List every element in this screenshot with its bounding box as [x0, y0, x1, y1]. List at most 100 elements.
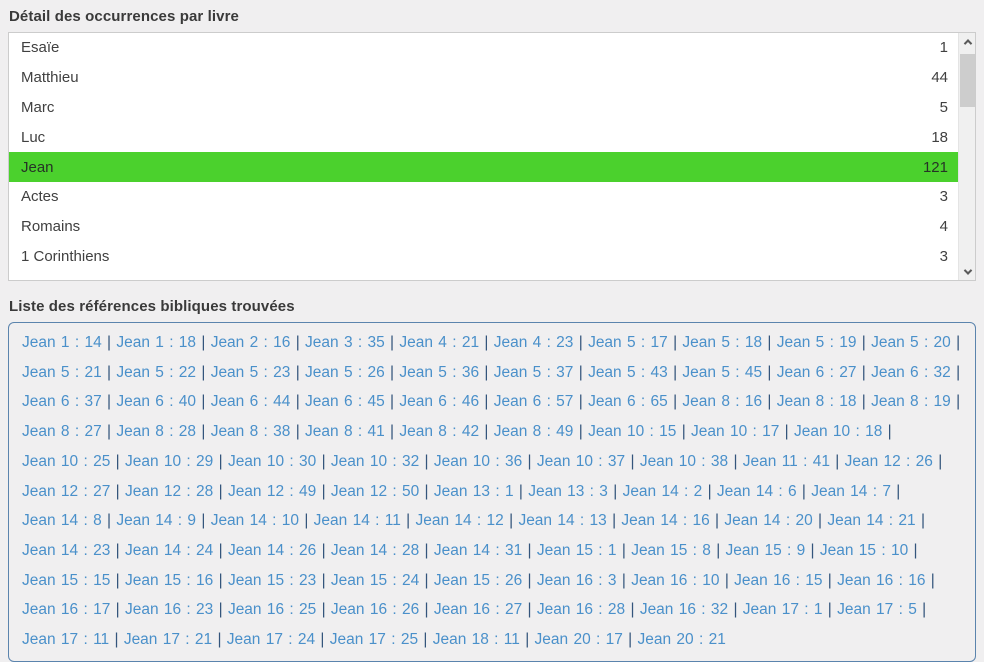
- bible-ref-link[interactable]: Jean 6 : 40: [116, 393, 197, 411]
- bible-ref-link[interactable]: Jean 12 : 50: [330, 482, 420, 500]
- bible-ref-link[interactable]: Jean 17 : 24: [226, 631, 316, 649]
- bible-ref-link[interactable]: Jean 5 : 43: [588, 363, 668, 381]
- bible-ref-link[interactable]: Jean 12 : 26: [844, 452, 933, 470]
- bible-ref-link[interactable]: Jean 5 : 45: [682, 363, 763, 381]
- bible-ref-link[interactable]: Jean 15 : 26: [433, 571, 523, 589]
- bible-ref-link[interactable]: Jean 13 : 3: [528, 482, 608, 500]
- bible-ref-link[interactable]: Jean 5 : 37: [493, 363, 574, 381]
- book-row[interactable]: Matthieu 44: [9, 63, 958, 93]
- bible-ref-link[interactable]: Jean 14 : 26: [227, 541, 317, 559]
- bible-ref-link[interactable]: Jean 12 : 49: [227, 482, 317, 500]
- bible-ref-link[interactable]: Jean 8 : 27: [22, 423, 102, 441]
- bible-ref-link[interactable]: Jean 14 : 28: [330, 541, 420, 559]
- bible-ref-link[interactable]: Jean 14 : 11: [313, 512, 401, 530]
- book-row[interactable]: Luc 18: [9, 122, 958, 152]
- bible-ref-link[interactable]: Jean 12 : 27: [22, 482, 111, 500]
- bible-ref-link[interactable]: Jean 16 : 3: [536, 571, 617, 589]
- bible-ref-link[interactable]: Jean 8 : 19: [871, 393, 951, 411]
- bible-ref-link[interactable]: Jean 14 : 21: [827, 512, 916, 530]
- bible-ref-link[interactable]: Jean 15 : 8: [631, 541, 711, 559]
- bible-ref-link[interactable]: Jean 15 : 1: [536, 541, 617, 559]
- bible-ref-link[interactable]: Jean 5 : 36: [399, 363, 480, 381]
- book-row[interactable]: Jean 121: [9, 152, 958, 182]
- bible-ref-link[interactable]: Jean 5 : 23: [210, 363, 291, 381]
- bible-ref-link[interactable]: Jean 10 : 32: [330, 452, 420, 470]
- scrollbar-up-button[interactable]: [959, 33, 975, 50]
- bible-ref-link[interactable]: Jean 6 : 37: [22, 393, 102, 411]
- bible-ref-link[interactable]: Jean 12 : 28: [124, 482, 214, 500]
- bible-ref-link[interactable]: Jean 16 : 32: [639, 601, 729, 619]
- bible-ref-link[interactable]: Jean 17 : 11: [22, 631, 110, 649]
- bible-ref-link[interactable]: Jean 10 : 18: [794, 423, 883, 441]
- bible-ref-link[interactable]: Jean 16 : 26: [330, 601, 420, 619]
- book-row[interactable]: Actes 3: [9, 182, 958, 212]
- bible-ref-link[interactable]: Jean 8 : 42: [399, 423, 480, 441]
- bible-ref-link[interactable]: Jean 14 : 9: [116, 512, 197, 530]
- bible-ref-link[interactable]: Jean 16 : 27: [433, 601, 523, 619]
- bible-ref-link[interactable]: Jean 14 : 13: [518, 512, 607, 530]
- bible-ref-link[interactable]: Jean 15 : 24: [330, 571, 420, 589]
- book-row[interactable]: Esaïe 1: [9, 33, 958, 63]
- bible-ref-link[interactable]: Jean 5 : 19: [776, 334, 857, 351]
- bible-ref-link[interactable]: Jean 20 : 17: [534, 631, 623, 649]
- bible-ref-link[interactable]: Jean 18 : 11: [432, 631, 520, 649]
- bible-ref-link[interactable]: Jean 11 : 41: [742, 452, 830, 470]
- bible-ref-link[interactable]: Jean 4 : 23: [493, 334, 574, 351]
- bible-ref-link[interactable]: Jean 6 : 46: [399, 393, 480, 411]
- bible-ref-link[interactable]: Jean 10 : 15: [588, 423, 677, 441]
- bible-ref-link[interactable]: Jean 10 : 30: [227, 452, 317, 470]
- book-list-scrollbar[interactable]: [958, 33, 975, 280]
- book-row[interactable]: 2 Corinthiens 1: [9, 271, 958, 280]
- bible-ref-link[interactable]: Jean 14 : 31: [433, 541, 523, 559]
- bible-ref-link[interactable]: Jean 6 : 45: [305, 393, 385, 411]
- bible-ref-link[interactable]: Jean 16 : 28: [536, 601, 626, 619]
- bible-ref-link[interactable]: Jean 15 : 16: [124, 571, 214, 589]
- bible-ref-link[interactable]: Jean 1 : 18: [116, 334, 197, 351]
- bible-ref-link[interactable]: Jean 6 : 32: [871, 363, 951, 381]
- bible-ref-link[interactable]: Jean 10 : 17: [691, 423, 780, 441]
- bible-ref-link[interactable]: Jean 8 : 41: [305, 423, 385, 441]
- bible-ref-link[interactable]: Jean 16 : 15: [734, 571, 823, 589]
- bible-ref-link[interactable]: Jean 14 : 16: [621, 512, 710, 530]
- bible-ref-link[interactable]: Jean 3 : 35: [305, 334, 385, 351]
- bible-ref-link[interactable]: Jean 17 : 21: [123, 631, 213, 649]
- bible-ref-link[interactable]: Jean 14 : 24: [124, 541, 214, 559]
- bible-ref-link[interactable]: Jean 4 : 21: [399, 334, 480, 351]
- bible-ref-link[interactable]: Jean 6 : 57: [493, 393, 574, 411]
- bible-ref-link[interactable]: Jean 14 : 2: [622, 482, 703, 500]
- bible-ref-link[interactable]: Jean 5 : 20: [871, 334, 951, 351]
- bible-ref-link[interactable]: Jean 10 : 25: [22, 452, 111, 470]
- bible-ref-link[interactable]: Jean 20 : 21: [637, 631, 726, 649]
- scrollbar-thumb[interactable]: [960, 54, 975, 107]
- bible-ref-link[interactable]: Jean 16 : 10: [631, 571, 720, 589]
- bible-ref-link[interactable]: Jean 17 : 1: [742, 601, 823, 619]
- bible-ref-link[interactable]: Jean 14 : 23: [22, 541, 111, 559]
- bible-ref-link[interactable]: Jean 5 : 21: [22, 363, 102, 381]
- bible-ref-link[interactable]: Jean 8 : 38: [210, 423, 291, 441]
- bible-ref-link[interactable]: Jean 10 : 37: [536, 452, 626, 470]
- bible-ref-link[interactable]: Jean 14 : 12: [415, 512, 504, 530]
- book-row[interactable]: 1 Corinthiens 3: [9, 242, 958, 272]
- bible-ref-link[interactable]: Jean 2 : 16: [210, 334, 291, 351]
- bible-ref-link[interactable]: Jean 5 : 26: [305, 363, 385, 381]
- bible-ref-link[interactable]: Jean 8 : 16: [682, 393, 763, 411]
- bible-ref-link[interactable]: Jean 6 : 44: [210, 393, 291, 411]
- bible-ref-link[interactable]: Jean 14 : 8: [22, 512, 102, 530]
- bible-ref-link[interactable]: Jean 6 : 65: [588, 393, 668, 411]
- bible-ref-link[interactable]: Jean 14 : 7: [811, 482, 891, 500]
- book-row[interactable]: Romains 4: [9, 212, 958, 242]
- bible-ref-link[interactable]: Jean 15 : 10: [819, 541, 909, 559]
- bible-ref-link[interactable]: Jean 5 : 18: [682, 334, 763, 351]
- book-row[interactable]: Marc 5: [9, 93, 958, 123]
- bible-ref-link[interactable]: Jean 8 : 28: [116, 423, 197, 441]
- bible-ref-link[interactable]: Jean 17 : 25: [329, 631, 419, 649]
- bible-ref-link[interactable]: Jean 15 : 23: [227, 571, 317, 589]
- bible-ref-link[interactable]: Jean 5 : 22: [116, 363, 197, 381]
- bible-ref-link[interactable]: Jean 15 : 15: [22, 571, 111, 589]
- bible-ref-link[interactable]: Jean 17 : 5: [837, 601, 917, 619]
- bible-ref-link[interactable]: Jean 8 : 49: [493, 423, 574, 441]
- bible-ref-link[interactable]: Jean 16 : 25: [227, 601, 317, 619]
- bible-ref-link[interactable]: Jean 16 : 16: [837, 571, 926, 589]
- bible-ref-link[interactable]: Jean 6 : 27: [776, 363, 857, 381]
- scrollbar-down-button[interactable]: [959, 263, 975, 280]
